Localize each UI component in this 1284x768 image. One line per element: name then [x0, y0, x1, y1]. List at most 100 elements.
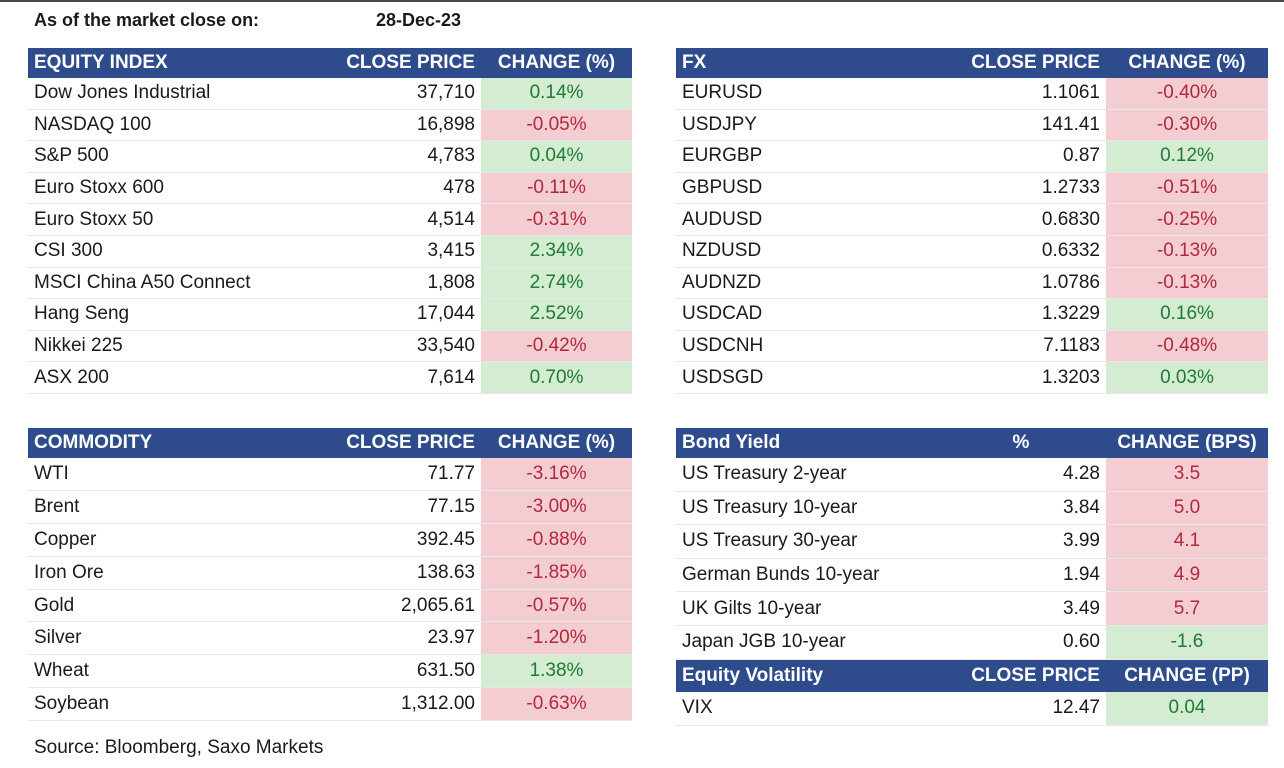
change-value: -0.51% [1106, 172, 1268, 205]
close-value: 0.60 [936, 625, 1106, 660]
close-value: 0.87 [936, 140, 1106, 173]
table-row: AUDUSD 0.6830 -0.25% [676, 203, 1268, 236]
change-value: -0.13% [1106, 267, 1268, 300]
row-name: US Treasury 30-year [676, 524, 936, 559]
change-value: -1.85% [481, 556, 632, 590]
row-name: USDJPY [676, 109, 936, 142]
table-row: USDCNH 7.1183 -0.48% [676, 330, 1268, 363]
table-row: EURUSD 1.1061 -0.40% [676, 78, 1268, 110]
table-row: UK Gilts 10-year 3.49 5.7 [676, 591, 1268, 626]
close-value: 37,710 [340, 78, 481, 110]
row-name: MSCI China A50 Connect [28, 267, 340, 300]
change-value: -0.31% [481, 203, 632, 236]
change-value: -3.00% [481, 490, 632, 524]
row-name: Brent [28, 490, 340, 524]
row-name: ASX 200 [28, 361, 340, 394]
column-header-name: EQUITY INDEX [28, 48, 340, 78]
row-name: Euro Stoxx 600 [28, 172, 340, 205]
change-value: -1.20% [481, 621, 632, 656]
close-value: 1.0786 [936, 267, 1106, 300]
change-value: 4.1 [1106, 524, 1268, 559]
table-row: MSCI China A50 Connect 1,808 2.74% [28, 267, 632, 300]
column-header-name: Equity Volatility [676, 659, 936, 693]
change-value: 5.7 [1106, 591, 1268, 626]
column-header-name: Bond Yield [676, 428, 936, 458]
close-value: 4,514 [340, 203, 481, 236]
column-header-close: CLOSE PRICE [340, 48, 481, 78]
close-value: 141.41 [936, 109, 1106, 142]
close-value: 1.94 [936, 558, 1106, 593]
row-name: WTI [28, 458, 340, 491]
row-name: EURGBP [676, 140, 936, 173]
close-value: 7,614 [340, 361, 481, 394]
row-name: VIX [676, 692, 936, 726]
change-value: -0.25% [1106, 203, 1268, 236]
column-header-change: CHANGE (%) [481, 428, 632, 458]
close-value: 1.2733 [936, 172, 1106, 205]
table-row: Japan JGB 10-year 0.60 -1.6 [676, 625, 1268, 660]
table-row: USDJPY 141.41 -0.30% [676, 109, 1268, 142]
row-name: UK Gilts 10-year [676, 591, 936, 626]
column-header-change: CHANGE (%) [481, 48, 632, 78]
close-value: 1.3203 [936, 361, 1106, 394]
close-value: 392.45 [340, 523, 481, 557]
table-header-row: EQUITY INDEX CLOSE PRICE CHANGE (%) [28, 48, 632, 78]
change-value: 0.03% [1106, 361, 1268, 394]
column-header-name: COMMODITY [28, 428, 340, 458]
change-value: 0.04% [481, 140, 632, 173]
column-header-change: CHANGE (BPS) [1106, 428, 1268, 458]
change-value: -0.11% [481, 172, 632, 205]
row-name: German Bunds 10-year [676, 558, 936, 593]
column-header-change: CHANGE (PP) [1106, 659, 1268, 693]
fx-table: FX CLOSE PRICE CHANGE (%) EURUSD 1.1061 -0… [676, 48, 1268, 394]
table-row: EURGBP 0.87 0.12% [676, 140, 1268, 173]
table-row: Soybean 1,312.00 -0.63% [28, 687, 632, 722]
table-header-row: Bond Yield % CHANGE (BPS) [676, 428, 1268, 458]
table-row: NASDAQ 100 16,898 -0.05% [28, 109, 632, 142]
table-header-row: FX CLOSE PRICE CHANGE (%) [676, 48, 1268, 78]
table-row: German Bunds 10-year 1.94 4.9 [676, 558, 1268, 593]
change-value: 0.04 [1106, 692, 1268, 726]
table-header-row: COMMODITY CLOSE PRICE CHANGE (%) [28, 428, 632, 458]
table-row: VIX 12.47 0.04 [676, 692, 1268, 726]
table-row: Nikkei 225 33,540 -0.42% [28, 330, 632, 363]
close-value: 3,415 [340, 235, 481, 268]
close-value: 3.84 [936, 491, 1106, 526]
row-name: USDSGD [676, 361, 936, 394]
row-name: GBPUSD [676, 172, 936, 205]
change-value: 4.9 [1106, 558, 1268, 593]
close-value: 12.47 [936, 692, 1106, 726]
table-row: Euro Stoxx 50 4,514 -0.31% [28, 203, 632, 236]
row-name: Nikkei 225 [28, 330, 340, 363]
row-name: USDCNH [676, 330, 936, 363]
close-value: 33,540 [340, 330, 481, 363]
row-name: USDCAD [676, 298, 936, 331]
change-value: 2.74% [481, 267, 632, 300]
top-border [0, 0, 1284, 2]
as-of-date: 28-Dec-23 [376, 10, 462, 30]
column-header-close: CLOSE PRICE [936, 659, 1106, 693]
row-name: Japan JGB 10-year [676, 625, 936, 660]
change-value: -0.88% [481, 523, 632, 557]
equity-volatility-header-row: Equity Volatility CLOSE PRICE CHANGE (PP… [676, 659, 1268, 693]
change-value: -0.30% [1106, 109, 1268, 142]
table-row: GBPUSD 1.2733 -0.51% [676, 172, 1268, 205]
close-value: 1,312.00 [340, 687, 481, 722]
row-name: Soybean [28, 687, 340, 722]
column-header-yield: % [936, 428, 1106, 458]
table-row: WTI 71.77 -3.16% [28, 458, 632, 491]
change-value: -1.6 [1106, 625, 1268, 660]
column-header-name: FX [676, 48, 936, 78]
table-row: Hang Seng 17,044 2.52% [28, 298, 632, 331]
table-row: Copper 392.45 -0.88% [28, 523, 632, 557]
close-value: 7.1183 [936, 330, 1106, 363]
change-value: 5.0 [1106, 491, 1268, 526]
row-name: AUDUSD [676, 203, 936, 236]
close-value: 1.1061 [936, 78, 1106, 110]
change-value: 1.38% [481, 654, 632, 689]
row-name: US Treasury 10-year [676, 491, 936, 526]
close-value: 71.77 [340, 458, 481, 491]
table-row: US Treasury 30-year 3.99 4.1 [676, 524, 1268, 559]
change-value: -3.16% [481, 458, 632, 491]
row-name: Hang Seng [28, 298, 340, 331]
